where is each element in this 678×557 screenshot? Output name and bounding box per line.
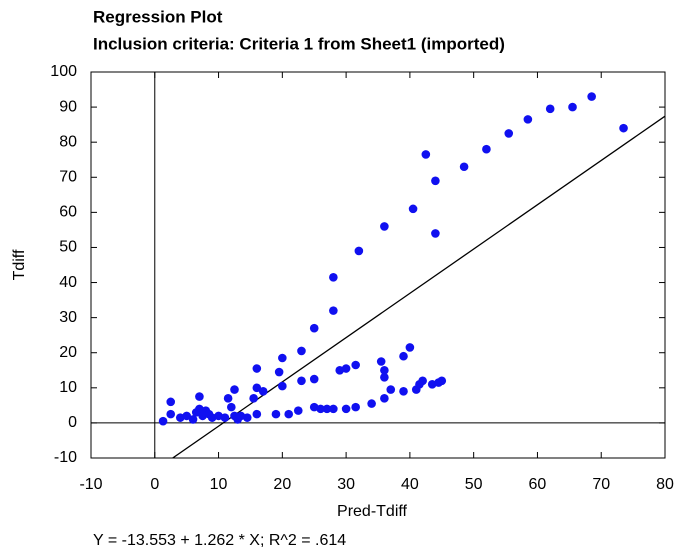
data-point [399,387,408,396]
data-point [351,360,360,370]
regression-line [171,115,665,458]
x-axis-label: Pred-Tdiff [337,503,408,520]
x-tick-label: 70 [592,476,610,493]
data-point [309,323,319,333]
data-point [329,306,338,315]
data-point [242,413,252,422]
y-tick-label: 30 [59,309,77,326]
data-point [274,367,284,377]
data-point [367,399,376,408]
data-point [386,385,396,394]
data-point [437,376,447,386]
y-tick-label: 80 [59,133,77,150]
data-point [545,104,555,114]
data-point [284,409,294,419]
data-point [166,397,176,407]
data-point [587,92,596,101]
data-point [188,415,198,424]
data-point [341,404,351,414]
data-point [399,351,408,361]
data-point [258,387,268,396]
data-point [230,385,239,394]
data-point [158,416,168,426]
data-point [504,129,514,138]
y-tick-label: 10 [59,379,77,396]
y-tick-label: 60 [59,204,77,221]
y-tick-label: 90 [59,98,77,115]
data-point [351,402,360,412]
data-point [249,394,258,403]
data-point [227,402,236,412]
x-tick-label: 40 [401,476,419,493]
data-point [252,383,262,393]
data-point [195,392,204,401]
data-point [329,272,338,282]
x-tick-label: 80 [656,476,674,493]
data-point [322,404,332,414]
data-point [223,394,233,403]
data-point [309,374,319,384]
data-point [380,372,389,382]
data-point [459,162,469,172]
data-point [431,176,440,186]
data-point [220,413,230,422]
data-point [297,376,306,386]
x-tick-label: 30 [337,476,355,493]
data-point [380,222,389,231]
data-point [182,411,191,421]
data-point [329,404,338,414]
y-tick-label: 20 [59,344,77,361]
equation: Y = -13.553 + 1.262 * X; R^2 = .614 [93,532,346,549]
chart-title: Regression Plot [93,7,223,26]
data-point [341,364,351,373]
data-point [271,409,281,419]
y-tick-label: 0 [68,414,77,431]
data-point [278,353,287,363]
data-point [166,409,176,419]
x-tick-label: 10 [210,476,228,493]
data-point [408,204,418,214]
y-tick-label: 40 [59,274,77,291]
data-point [568,102,577,112]
data-point [418,376,427,386]
y-tick-label: 100 [50,63,77,80]
plot-area [91,72,665,458]
y-tick-label: 70 [59,168,77,185]
data-point [380,365,389,375]
y-tick-label: -10 [54,449,77,466]
plot-frame [90,71,666,459]
y-axis-label: Tdiff [11,249,28,280]
data-point [252,409,262,419]
data-point [421,150,431,159]
y-tick-label: 50 [59,239,77,256]
data-point [293,406,303,415]
x-tick-label: 60 [529,476,547,493]
data-point [405,343,415,352]
data-point [482,144,491,154]
data-point [431,229,440,238]
data-point [316,404,325,414]
data-point [354,246,364,256]
data-point [376,357,386,366]
data-point [278,381,287,391]
data-point [252,364,262,373]
data-point [619,123,628,133]
data-point [297,346,306,356]
x-tick-label: 0 [150,476,159,493]
data-point [380,394,389,403]
x-tick-label: 50 [465,476,483,493]
chart-subtitle: Inclusion criteria: Criteria 1 from Shee… [93,34,505,53]
x-tick-label: -10 [79,476,102,493]
x-tick-label: 20 [273,476,291,493]
data-point [523,115,533,124]
